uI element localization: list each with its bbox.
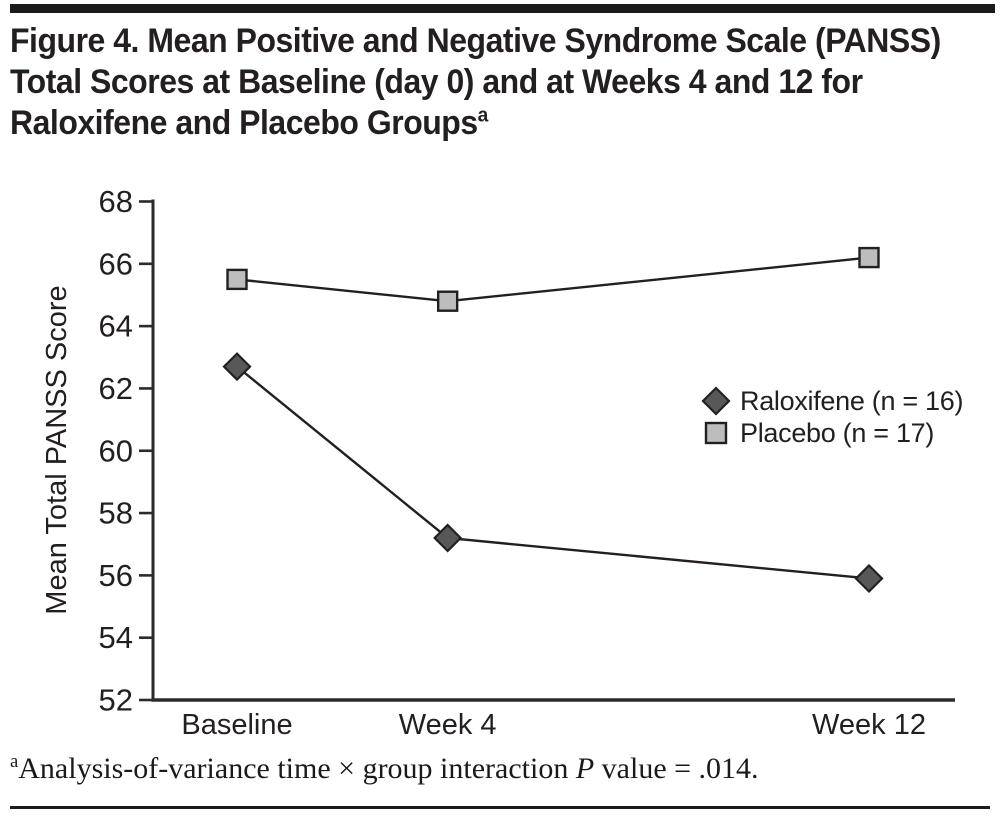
footnote-text-tail: value = .014. — [594, 752, 759, 785]
placebo-data-point-marker — [436, 290, 459, 312]
y-tick-label: 58 — [99, 496, 133, 531]
y-tick-label: 56 — [99, 558, 133, 593]
figure-title: Figure 4. Mean Positive and Negative Syn… — [10, 21, 1000, 144]
bottom-rule-bar — [10, 806, 990, 809]
x-tick-label: Baseline — [181, 709, 292, 741]
y-tick-label: 64 — [99, 309, 133, 344]
footnote-marker: a — [10, 751, 19, 772]
placebo-legend-square-icon — [704, 421, 728, 445]
figure-title-line-1: Figure 4. Mean Positive and Negative Syn… — [10, 22, 941, 60]
raloxifene-data-point-marker — [222, 352, 252, 382]
footnote-text: Analysis-of-variance time × group intera… — [18, 752, 576, 785]
figure-title-line-3: Raloxifene and Placebo Groupsa — [10, 103, 941, 144]
footnote-p-symbol: P — [575, 752, 595, 785]
y-axis-title: Mean Total PANSS Score — [41, 285, 73, 614]
placebo-data-point-marker — [226, 268, 248, 291]
figure-title-footnote-marker: a — [477, 104, 489, 127]
raloxifene-data-point-marker — [854, 563, 884, 594]
placebo-series-line — [236, 256, 870, 303]
x-tick-label: Week 4 — [399, 709, 497, 741]
figure-footnote: aAnalysis-of-variance time × group inter… — [10, 752, 759, 786]
y-tick-label: 52 — [99, 683, 133, 718]
y-tick-label: 60 — [99, 433, 133, 468]
raloxifene-data-point-marker — [433, 523, 463, 553]
figure-title-line-2: Total Scores at Baseline (day 0) and at … — [10, 63, 863, 101]
placebo-data-point-marker — [858, 246, 880, 269]
raloxifene-legend-diamond-icon — [701, 386, 731, 416]
x-tick-label: Week 12 — [812, 709, 926, 741]
placebo-legend-label: Placebo (n = 17) — [740, 418, 934, 448]
y-tick-label: 66 — [99, 246, 133, 281]
figure-title-line-3-text: Raloxifene and Placebo Groups — [10, 104, 478, 142]
top-rule-bar — [10, 4, 995, 13]
y-tick-label: 54 — [99, 620, 133, 655]
raloxifene-legend-label: Raloxifene (n = 16) — [740, 386, 963, 416]
y-tick-label: 62 — [99, 371, 133, 406]
y-tick-label: 68 — [99, 184, 133, 219]
